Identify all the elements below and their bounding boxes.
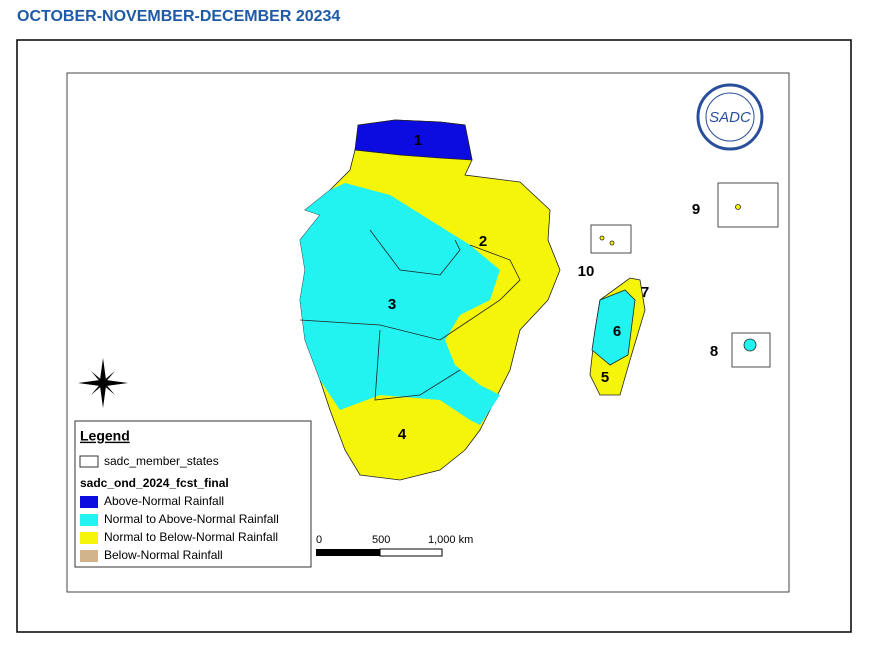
zone-label: 1 xyxy=(414,132,422,149)
zone-label: 9 xyxy=(692,201,700,218)
legend-swatch xyxy=(80,532,98,544)
zone-label: 4 xyxy=(398,426,407,443)
legend-swatch xyxy=(80,550,98,562)
legend: Legend sadc_member_states sadc_ond_2024_… xyxy=(74,420,312,568)
zone-label: 6 xyxy=(613,323,621,340)
title: OCTOBER-NOVEMBER-DECEMBER 20234 xyxy=(17,8,340,25)
logo: SADC xyxy=(696,83,764,151)
legend-swatch xyxy=(80,496,98,508)
region xyxy=(300,183,500,425)
zone-label: 2 xyxy=(479,233,487,250)
legend-label: Below-Normal Rainfall xyxy=(104,548,223,562)
legend-layer: sadc_member_states xyxy=(104,454,219,468)
legend-label: Normal to Above-Normal Rainfall xyxy=(104,512,279,526)
outer-frame xyxy=(16,39,852,633)
legend-label: Above-Normal Rainfall xyxy=(104,494,224,508)
zone-labels: 1 2 3 4 5 6 7 8 9 10 xyxy=(388,132,718,443)
zone-label: 7 xyxy=(641,284,649,301)
legend-label: Normal to Below-Normal Rainfall xyxy=(104,530,278,544)
zone-label: 8 xyxy=(710,343,718,360)
island xyxy=(599,235,605,241)
scale-label: 0 xyxy=(316,534,322,546)
legend-swatch xyxy=(80,514,98,526)
compass xyxy=(78,358,128,408)
region xyxy=(354,119,473,161)
scale-label: 500 xyxy=(372,534,390,546)
scale-bar: 0 500 1,000 km xyxy=(316,534,473,557)
zone-label: 5 xyxy=(601,369,609,386)
legend-title: Legend xyxy=(80,428,130,444)
island xyxy=(609,240,615,246)
logo-text: SADC xyxy=(709,109,751,126)
map-frame xyxy=(66,72,790,593)
legend-subtitle: sadc_ond_2024_fcst_final xyxy=(80,476,229,490)
region xyxy=(591,289,636,366)
zone-label: 10 xyxy=(578,263,595,280)
map xyxy=(299,119,779,481)
zone-label: 3 xyxy=(388,296,396,313)
scale-label: 1,000 km xyxy=(428,534,473,546)
island xyxy=(743,338,757,352)
island xyxy=(735,204,741,210)
